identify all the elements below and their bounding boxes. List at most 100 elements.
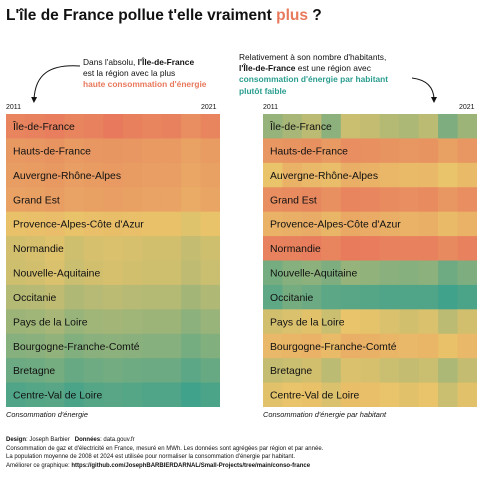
heat-cell (83, 162, 104, 188)
heat-cell (263, 236, 284, 262)
heat-cell (44, 382, 65, 407)
title-question-mark: ? (312, 7, 322, 24)
heat-cell (122, 138, 143, 164)
heat-cell (181, 138, 202, 164)
heat-cell (181, 358, 202, 384)
callout-right-line3: consommation d'énergie par habitant (239, 74, 389, 85)
heat-cell (263, 309, 284, 335)
heat-cell (161, 333, 182, 359)
heat-cell (282, 260, 303, 286)
heat-cell (122, 382, 143, 407)
heat-cell (64, 187, 85, 213)
heat-cell (103, 284, 124, 310)
heat-cell (181, 260, 202, 286)
heat-cell (321, 114, 342, 140)
heat-cell (399, 333, 420, 359)
footer-line4-pre: Améliorer ce graphique: (6, 462, 70, 469)
heat-cell (418, 358, 439, 384)
left-caption: Consommation d'énergie (6, 410, 88, 419)
heat-cell (321, 333, 342, 359)
heat-cell (83, 358, 104, 384)
heat-cell (161, 284, 182, 310)
row-label: Bretagne (270, 366, 312, 377)
heat-cell (340, 162, 361, 188)
heat-cell (360, 138, 381, 164)
heat-cell (200, 260, 220, 286)
heat-cell (418, 236, 439, 262)
heat-cell (282, 382, 303, 407)
heat-cell (438, 114, 459, 140)
heat-cell (161, 260, 182, 286)
heat-cell (161, 162, 182, 188)
heat-cell (44, 187, 65, 213)
callout-right: Relativement à son nombre d'habitants, l… (239, 52, 388, 97)
heat-cell (83, 284, 104, 310)
heat-cell (301, 309, 322, 335)
heat-cell (399, 260, 420, 286)
heat-cell (64, 309, 85, 335)
heat-cell (360, 260, 381, 286)
row-label: Bretagne (13, 366, 55, 377)
heat-cell (6, 284, 27, 310)
heat-cell (103, 138, 124, 164)
heat-cell (321, 187, 342, 213)
heat-cell (6, 358, 27, 384)
heat-cell (457, 236, 477, 262)
heat-cell (142, 211, 163, 237)
heat-cell (6, 333, 27, 359)
heat-cell (200, 114, 220, 140)
callout-left: Dans l'absolu, l'Île-de-France est la ré… (83, 57, 206, 91)
heat-cell (418, 382, 439, 407)
footer-design-label: Design (6, 437, 27, 443)
heat-cell (25, 284, 46, 310)
callout-right-bold: l'Île-de-France (239, 63, 296, 74)
heat-cell (360, 309, 381, 335)
heat-cell (399, 284, 420, 310)
heat-cell (83, 382, 104, 407)
heat-cell (122, 333, 143, 359)
heat-cell (6, 162, 27, 188)
heat-cell (438, 211, 459, 237)
heat-cell (282, 358, 303, 384)
heat-cell (321, 382, 342, 407)
row-label: Bourgogne-Franche-Comté (13, 342, 140, 353)
heat-cell (379, 358, 400, 384)
heat-cell (44, 333, 65, 359)
heat-cell (181, 333, 202, 359)
heat-cell (282, 284, 303, 310)
heat-cell (360, 162, 381, 188)
footer-line3: La population moyenne de 2008 et 2024 es… (6, 454, 295, 461)
heat-cell (282, 236, 303, 262)
heat-cell (457, 211, 477, 237)
heat-cell (418, 333, 439, 359)
footer-link[interactable]: https://github.com/JosephBARBIERDARNAL/S… (71, 462, 311, 469)
heat-cell (418, 260, 439, 286)
heat-cell (181, 382, 202, 407)
row-label: Pays de la Loire (270, 317, 345, 328)
heat-cell (122, 187, 143, 213)
heat-cell (379, 138, 400, 164)
heat-cell (263, 284, 284, 310)
heat-cell (44, 260, 65, 286)
heat-cell (263, 358, 284, 384)
row-label: Grand Est (270, 195, 317, 206)
heat-cell (282, 162, 303, 188)
heat-cell (142, 236, 163, 262)
heat-cell (379, 333, 400, 359)
heat-cell (321, 211, 342, 237)
heat-cell (340, 309, 361, 335)
heat-cell (83, 138, 104, 164)
row-label: Hauts-de-France (270, 146, 348, 157)
heat-cell (181, 236, 202, 262)
heat-cell (263, 187, 284, 213)
heat-cell (200, 358, 220, 384)
heat-cell (340, 236, 361, 262)
heat-cell (122, 236, 143, 262)
heat-cell (122, 284, 143, 310)
heat-cell (200, 333, 220, 359)
heat-cell (379, 309, 400, 335)
heat-cell (103, 260, 124, 286)
heat-cell (282, 138, 303, 164)
heat-cell (379, 236, 400, 262)
